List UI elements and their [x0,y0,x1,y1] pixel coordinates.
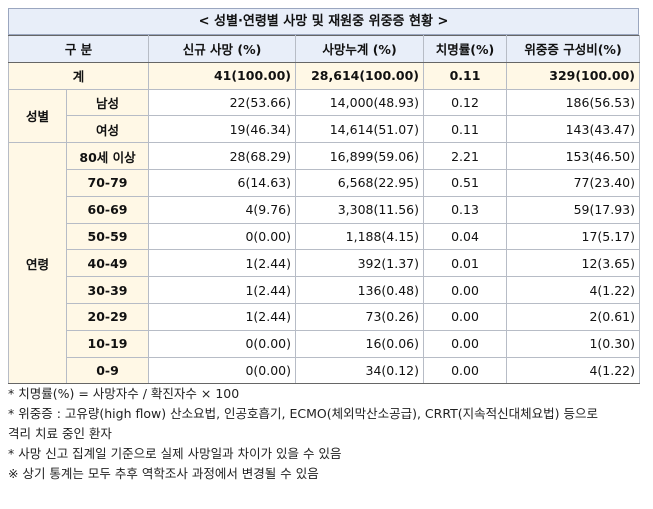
severe-cell: 59(17.93) [506,195,641,224]
note-subject-to-change: ※ 상기 통계는 모두 추후 역학조사 과정에서 변경될 수 있음 [8,466,319,481]
fatality-cell: 0.12 [423,88,508,117]
new-deaths-cell: 22(53.66) [148,88,297,117]
cumulative-cell: 392(1.37) [295,249,425,278]
new-deaths-cell: 0(0.00) [148,222,297,251]
fatality-cell: 0.13 [423,195,508,224]
table-row: 30-39 1(2.44) 136(0.48) 0.00 4(1.22) [9,276,641,304]
new-deaths-cell: 0(0.00) [148,329,297,358]
fatality-cell: 0.04 [423,222,508,251]
cumulative-cell: 14,614(51.07) [295,115,425,144]
row-label: 80세 이상 [65,142,150,170]
severe-cell: 1(0.30) [506,329,641,358]
total-cumulative: 28,614(100.00) [295,61,425,90]
table-row: 0-9 0(0.00) 34(0.12) 0.00 4(1.22) [9,356,641,385]
row-label: 20-29 [65,302,150,331]
row-label: 30-39 [65,276,150,304]
total-fatality: 0.11 [423,61,508,90]
cumulative-cell: 136(0.48) [295,276,425,304]
severe-cell: 2(0.61) [506,302,641,331]
new-deaths-cell: 1(2.44) [148,276,297,304]
fatality-cell: 2.21 [423,142,508,170]
severe-cell: 143(43.47) [506,115,641,144]
table-row: 연령 80세 이상 28(68.29) 16,899(59.06) 2.21 153(46… [8,142,641,385]
severe-cell: 153(46.50) [506,142,641,170]
table-row: 성별 남성 22(53.66) 14,000(48.93) 0.12 186(56.53) [8,88,641,144]
row-label: 50-59 [65,222,150,251]
header-fatality-rate: 치명률(%) [423,35,508,63]
fatality-cell: 0.01 [423,249,508,278]
total-row: 계 41(100.00) 28,614(100.00) 0.11 329(100… [7,61,641,90]
fatality-cell: 0.00 [423,276,508,304]
new-deaths-cell: 4(9.76) [148,195,297,224]
total-label: 계 [7,61,150,90]
severe-cell: 186(56.53) [506,88,641,117]
row-label: 70-79 [65,168,150,197]
row-label: 10-19 [65,329,150,358]
severe-cell: 17(5.17) [506,222,641,251]
age-group-label: 연령 [8,142,67,385]
gender-group-label: 성별 [8,88,67,144]
fatality-cell: 0.00 [423,302,508,331]
table-row: 10-19 0(0.00) 16(0.06) 0.00 1(0.30) [9,329,641,358]
severe-cell: 77(23.40) [506,168,641,197]
severe-cell: 4(1.22) [506,276,641,304]
cumulative-cell: 34(0.12) [295,356,425,385]
cumulative-cell: 1,188(4.15) [295,222,425,251]
fatality-cell: 0.00 [423,329,508,358]
table-row: 20-29 1(2.44) 73(0.26) 0.00 2(0.61) [9,302,641,331]
header-new-deaths: 신규 사망 (%) [148,35,297,63]
header-severe: 위중증 구성비(%) [506,35,641,63]
cumulative-cell: 14,000(48.93) [295,88,425,117]
table-title: < 성별·연령별 사망 및 재원중 위중증 현황 > [8,8,639,35]
new-deaths-cell: 19(46.34) [148,115,297,144]
table-row: 50-59 0(0.00) 1,188(4.15) 0.04 17(5.17) [9,222,641,251]
row-label: 40-49 [65,249,150,278]
table-row: 40-49 1(2.44) 392(1.37) 0.01 12(3.65) [9,249,641,278]
cumulative-cell: 3,308(11.56) [295,195,425,224]
table-row: 60-69 4(9.76) 3,308(11.56) 0.13 59(17.93) [9,195,641,224]
footnotes: * 치명률(%) = 사망자수 / 확진자수 × 100 * 위중증 : 고유량… [8,384,644,484]
stats-table: 구 분 신규 사망 (%) 사망누계 (%) 치명률(%) 위중증 구성비(%)… [7,35,641,385]
new-deaths-cell: 28(68.29) [148,142,297,170]
row-label: 0-9 [65,356,150,385]
new-deaths-cell: 0(0.00) [148,356,297,385]
severe-cell: 4(1.22) [506,356,641,385]
header-cumulative-deaths: 사망누계 (%) [295,35,425,63]
note-fatality-formula: * 치명률(%) = 사망자수 / 확진자수 × 100 [8,386,240,401]
new-deaths-cell: 6(14.63) [148,168,297,197]
note-report-date: * 사망 신고 집계일 기준으로 실제 사망일과 차이가 있을 수 있음 [8,446,342,461]
table-row: 70-79 6(14.63) 6,568(22.95) 0.51 77(23.40) [9,168,641,197]
row-label: 여성 [65,115,150,144]
fatality-cell: 0.11 [423,115,508,144]
row-label: 60-69 [65,195,150,224]
row-label: 남성 [65,88,150,117]
note-severe-definition: * 위중증 : 고유량(high flow) 산소요법, 인공호흡기, ECMO… [8,406,598,421]
new-deaths-cell: 1(2.44) [148,302,297,331]
stats-table-container: < 성별·연령별 사망 및 재원중 위중증 현황 > 구 분 신규 사망 (%)… [7,8,641,385]
note-severe-definition-cont: 격리 치료 중인 환자 [8,426,112,441]
cumulative-cell: 73(0.26) [295,302,425,331]
fatality-cell: 0.51 [423,168,508,197]
cumulative-cell: 16,899(59.06) [295,142,425,170]
cumulative-cell: 16(0.06) [295,329,425,358]
severe-cell: 12(3.65) [506,249,641,278]
table-row: 여성 19(46.34) 14,614(51.07) 0.11 143(43.47) [9,115,641,144]
total-severe: 329(100.00) [506,61,641,90]
cumulative-cell: 6,568(22.95) [295,168,425,197]
header-row: 구 분 신규 사망 (%) 사망누계 (%) 치명률(%) 위중증 구성비(%) [7,35,641,63]
total-new-deaths: 41(100.00) [148,61,297,90]
fatality-cell: 0.00 [423,356,508,385]
new-deaths-cell: 1(2.44) [148,249,297,278]
header-category: 구 분 [7,35,150,63]
